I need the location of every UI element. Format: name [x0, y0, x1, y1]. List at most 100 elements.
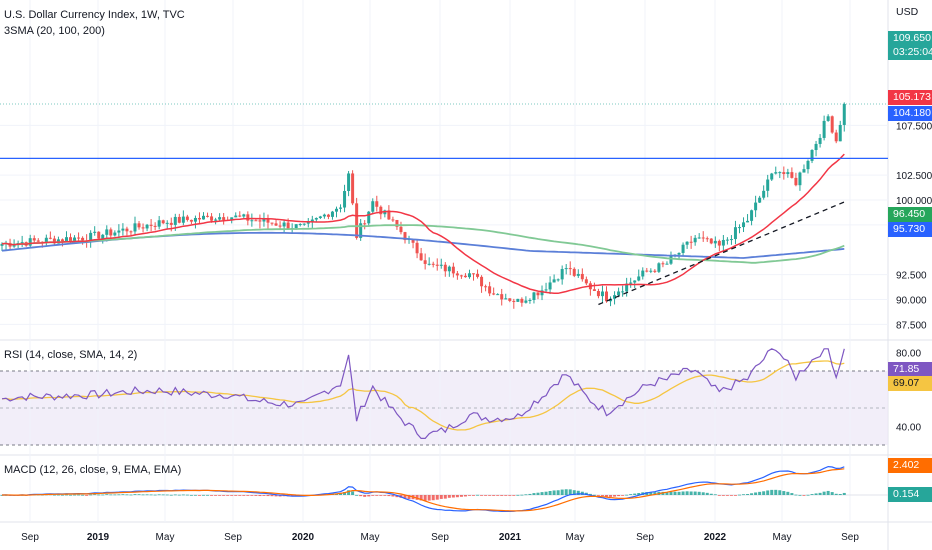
- candle-body: [93, 231, 97, 233]
- candle-body: [69, 237, 73, 242]
- macd-histogram-bar: [737, 494, 741, 496]
- candle-body: [629, 282, 633, 284]
- macd-histogram-bar: [85, 495, 89, 496]
- macd-histogram-bar: [157, 494, 161, 496]
- candle-body: [556, 279, 560, 281]
- candle-body: [415, 242, 419, 254]
- candle-body: [480, 276, 484, 287]
- macd-histogram-bar: [73, 494, 77, 496]
- macd-histogram-bar: [435, 495, 439, 500]
- last-price-tag: 109.650: [888, 31, 932, 46]
- candle-body: [584, 279, 588, 284]
- candle-body: [113, 232, 117, 236]
- macd-histogram-bar: [173, 494, 177, 496]
- macd-histogram-bar: [762, 491, 766, 495]
- candle-body: [504, 298, 508, 300]
- candle-body: [197, 217, 201, 220]
- candle-body: [234, 215, 238, 218]
- candle-body: [500, 294, 504, 300]
- macd-histogram-bar: [133, 494, 137, 495]
- candle-body: [806, 160, 810, 170]
- macd-histogram-bar: [262, 495, 266, 496]
- x-tick-label: Sep: [224, 532, 242, 543]
- macd-histogram-bar: [681, 491, 685, 495]
- candle-body: [52, 238, 56, 244]
- candle-body: [411, 238, 415, 243]
- candle-body: [742, 222, 746, 228]
- candle-body: [548, 282, 552, 290]
- macd-histogram-bar: [419, 495, 423, 501]
- macd-histogram-bar: [407, 495, 411, 499]
- macd-histogram-bar: [169, 494, 173, 496]
- candle-body: [826, 116, 830, 121]
- candle-body: [391, 219, 395, 221]
- rsi-line: [1, 348, 845, 439]
- macd-histogram-bar: [427, 495, 431, 501]
- candle-body: [737, 227, 741, 229]
- candle-body: [399, 226, 403, 233]
- candle-body: [447, 266, 451, 272]
- candle-body: [713, 240, 717, 244]
- candle-body: [798, 172, 802, 186]
- macd-histogram-bar: [818, 492, 822, 495]
- macd-histogram-bar: [254, 495, 258, 496]
- candle-body: [153, 225, 157, 227]
- candle-body: [790, 172, 794, 178]
- candle-body: [794, 177, 798, 186]
- candle-body: [379, 206, 383, 215]
- candle-body: [693, 237, 697, 243]
- candle-body: [125, 228, 129, 232]
- macd-histogram-bar: [387, 495, 391, 497]
- macd-histogram-bar: [476, 494, 480, 496]
- macd-histogram-bar: [822, 491, 826, 495]
- candle-body: [818, 137, 822, 144]
- macd-histogram-bar: [379, 495, 383, 496]
- candle-body: [64, 237, 68, 242]
- macd-histogram-bar: [161, 494, 165, 496]
- macd-histogram-bar: [443, 495, 447, 499]
- indicator-label-sma[interactable]: 3SMA (20, 100, 200): [4, 25, 105, 37]
- macd-histogram-bar: [713, 494, 717, 496]
- macd-histogram-bar: [786, 491, 790, 495]
- macd-histogram-bar: [415, 495, 419, 500]
- candle-body: [431, 263, 435, 265]
- candle-body: [161, 220, 165, 224]
- candle-body: [528, 299, 532, 301]
- candle-body: [754, 202, 758, 211]
- candle-body: [649, 270, 653, 272]
- x-tick-label: May: [566, 532, 585, 543]
- macd-histogram-bar: [524, 494, 528, 496]
- y-tick-label: 90.000: [896, 296, 927, 307]
- indicator-label-rsi[interactable]: RSI (14, close, SMA, 14, 2): [4, 349, 138, 361]
- candle-body: [282, 222, 286, 227]
- candle-body: [427, 263, 431, 265]
- candle-body: [705, 238, 709, 240]
- macd-histogram-bar: [181, 494, 185, 496]
- macd-histogram-bar: [733, 495, 737, 496]
- macd-histogram-bar: [359, 495, 363, 497]
- macd-histogram-bar: [391, 495, 395, 497]
- macd-histogram-bar: [214, 495, 218, 496]
- candle-body: [310, 219, 314, 222]
- candle-body: [193, 217, 197, 222]
- macd-histogram-bar: [794, 494, 798, 496]
- candle-body: [439, 264, 443, 266]
- macd-histogram-bar: [617, 495, 621, 497]
- candle-body: [363, 223, 367, 225]
- macd-histogram-bar: [842, 492, 846, 495]
- candle-body: [476, 273, 480, 277]
- candle-body: [101, 234, 105, 239]
- candle-body: [210, 216, 214, 221]
- candle-body: [443, 264, 447, 272]
- candle-body: [572, 268, 576, 276]
- candle-body: [492, 293, 496, 295]
- candle-body: [214, 219, 218, 221]
- macd-histogram-bar: [56, 494, 60, 496]
- indicator-label-macd[interactable]: MACD (12, 26, close, 9, EMA, EMA): [4, 464, 182, 476]
- macd-histogram-bar: [709, 493, 713, 495]
- candle-body: [250, 220, 254, 222]
- candle-body: [270, 222, 274, 224]
- macd-histogram-bar: [189, 494, 193, 496]
- macd-histogram-bar: [64, 494, 68, 496]
